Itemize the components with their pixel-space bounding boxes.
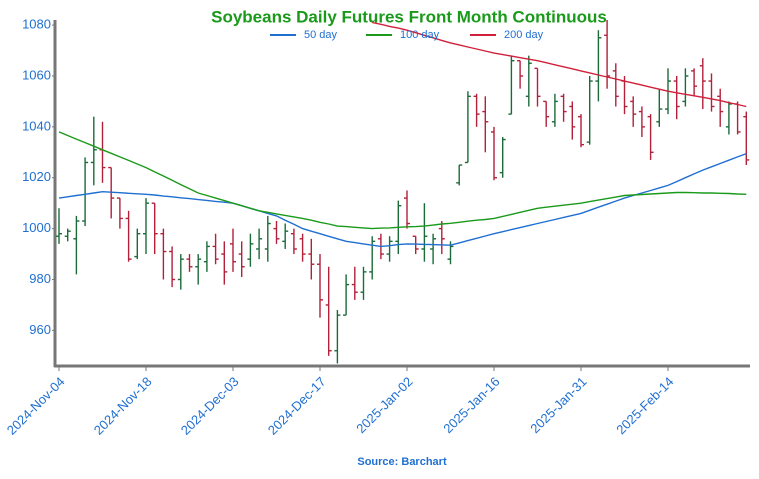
y-tick-label: 980 [29, 271, 51, 286]
y-tick-label: 1000 [22, 220, 51, 235]
y-tick-label: 1060 [22, 67, 51, 82]
legend-label: 200 day [504, 29, 544, 41]
legend-label: 50 day [304, 29, 338, 41]
y-tick-label: 1020 [22, 169, 51, 184]
y-tick-label: 960 [29, 322, 51, 337]
legend-label: 100 day [400, 29, 440, 41]
chart-title: Soybeans Daily Futures Front Month Conti… [211, 7, 607, 26]
y-tick-label: 1080 [22, 17, 51, 32]
moving-average-line [372, 21, 747, 108]
moving-average-line [58, 131, 747, 230]
moving-average-line [58, 152, 747, 248]
source: Source: Barchart [357, 456, 447, 468]
y-tick-label: 1040 [22, 118, 51, 133]
